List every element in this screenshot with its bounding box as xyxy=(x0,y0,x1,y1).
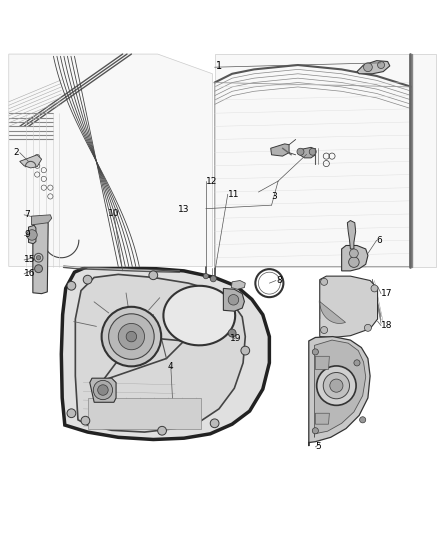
Circle shape xyxy=(35,265,42,273)
Text: 19: 19 xyxy=(230,334,241,343)
Circle shape xyxy=(109,314,154,359)
Text: 16: 16 xyxy=(24,270,35,278)
Text: 9: 9 xyxy=(24,230,30,239)
Polygon shape xyxy=(223,288,244,311)
Polygon shape xyxy=(320,302,346,324)
Text: 13: 13 xyxy=(178,205,190,214)
Text: 15: 15 xyxy=(24,255,35,264)
Circle shape xyxy=(378,61,385,69)
Text: 3: 3 xyxy=(272,192,277,201)
Circle shape xyxy=(309,148,316,155)
Circle shape xyxy=(27,230,37,240)
Circle shape xyxy=(241,346,250,355)
Circle shape xyxy=(126,332,137,342)
Polygon shape xyxy=(32,215,52,225)
Circle shape xyxy=(360,417,366,423)
Text: 17: 17 xyxy=(381,289,392,298)
Text: 4: 4 xyxy=(168,362,173,371)
Circle shape xyxy=(317,366,356,405)
Circle shape xyxy=(323,373,350,399)
Text: 18: 18 xyxy=(381,321,392,330)
Polygon shape xyxy=(315,413,329,424)
Circle shape xyxy=(203,273,208,279)
Circle shape xyxy=(297,148,304,155)
Text: 11: 11 xyxy=(228,190,239,199)
Circle shape xyxy=(210,419,219,427)
Circle shape xyxy=(93,381,113,400)
Circle shape xyxy=(312,349,318,355)
Polygon shape xyxy=(357,61,390,74)
Circle shape xyxy=(67,409,76,418)
Text: 12: 12 xyxy=(206,176,217,185)
Text: 7: 7 xyxy=(24,211,30,219)
Circle shape xyxy=(228,329,236,337)
Circle shape xyxy=(158,426,166,435)
Circle shape xyxy=(118,324,145,350)
Circle shape xyxy=(228,295,239,305)
Text: 1: 1 xyxy=(216,61,222,71)
Polygon shape xyxy=(20,155,42,168)
Circle shape xyxy=(330,379,343,392)
Polygon shape xyxy=(61,266,269,440)
Circle shape xyxy=(312,427,318,434)
Circle shape xyxy=(210,276,216,282)
Circle shape xyxy=(364,63,372,71)
Circle shape xyxy=(83,275,92,284)
Polygon shape xyxy=(33,219,48,294)
Circle shape xyxy=(349,257,359,268)
Polygon shape xyxy=(314,340,366,437)
Polygon shape xyxy=(9,54,212,266)
Circle shape xyxy=(350,249,358,258)
Circle shape xyxy=(321,278,328,285)
Circle shape xyxy=(81,416,90,425)
Polygon shape xyxy=(163,286,235,345)
Polygon shape xyxy=(342,246,368,271)
Polygon shape xyxy=(88,398,201,429)
Polygon shape xyxy=(309,336,370,446)
Circle shape xyxy=(364,324,371,332)
Polygon shape xyxy=(347,221,356,249)
Polygon shape xyxy=(320,276,378,337)
Circle shape xyxy=(98,385,108,395)
Text: 2: 2 xyxy=(13,148,19,157)
Polygon shape xyxy=(271,144,289,156)
Circle shape xyxy=(149,271,158,280)
Text: 6: 6 xyxy=(377,236,382,245)
Polygon shape xyxy=(298,147,315,158)
Text: 8: 8 xyxy=(276,276,282,285)
Circle shape xyxy=(354,360,360,366)
Circle shape xyxy=(102,307,161,366)
Polygon shape xyxy=(28,225,36,244)
Circle shape xyxy=(321,327,328,334)
Polygon shape xyxy=(231,280,245,289)
Polygon shape xyxy=(315,356,329,369)
Polygon shape xyxy=(90,378,116,402)
Circle shape xyxy=(36,255,41,260)
Polygon shape xyxy=(215,54,436,266)
Text: 10: 10 xyxy=(108,209,120,219)
Circle shape xyxy=(67,281,76,290)
Polygon shape xyxy=(75,274,245,432)
Circle shape xyxy=(371,285,378,292)
Text: 5: 5 xyxy=(315,442,321,451)
